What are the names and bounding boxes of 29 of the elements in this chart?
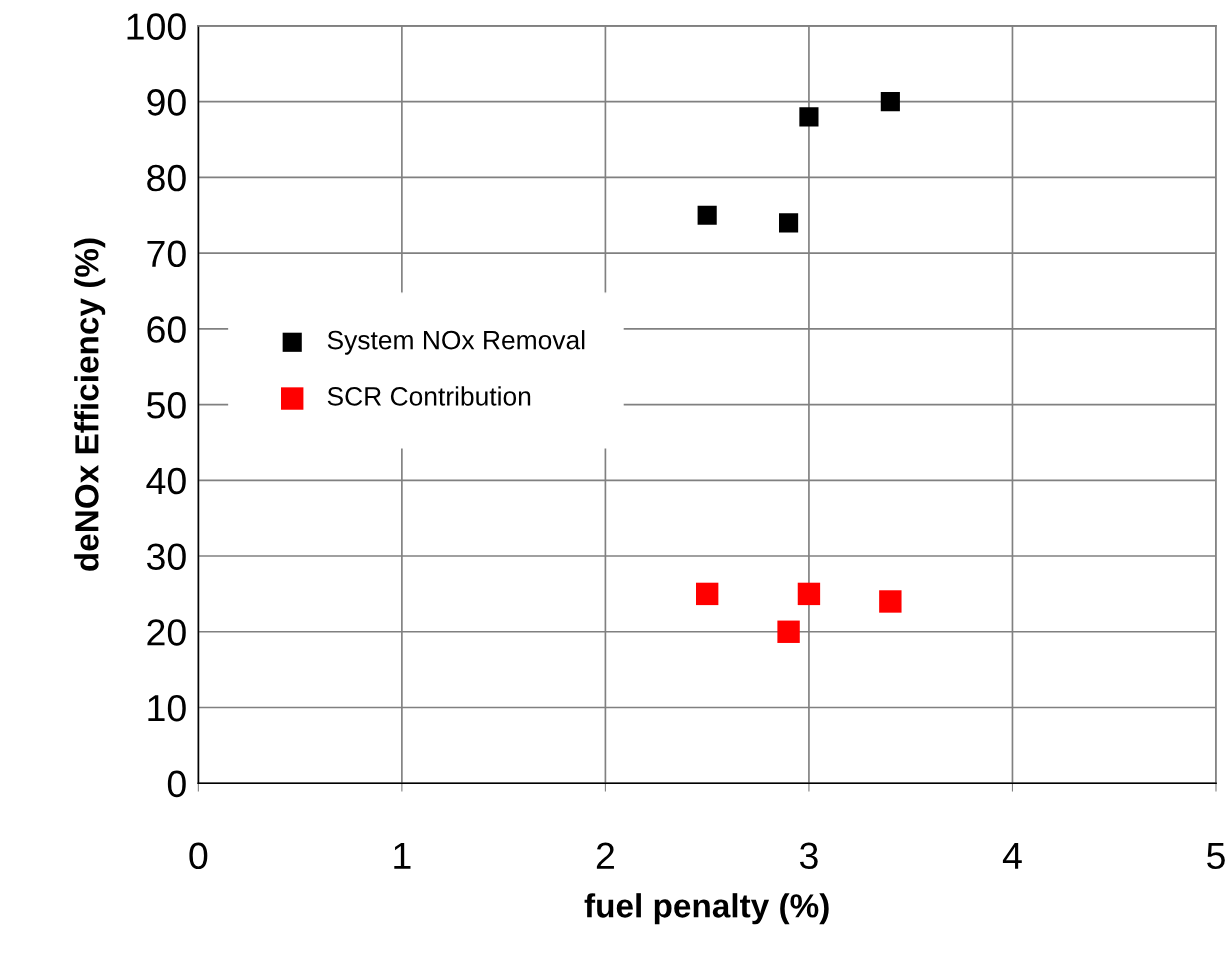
point	[880, 92, 900, 112]
y-tick-label: 70	[147, 240, 186, 268]
point	[697, 205, 717, 225]
y-tick-label: 100	[127, 13, 186, 40]
legend-label: SCR Contribution	[327, 386, 531, 406]
point	[695, 582, 719, 606]
point	[777, 620, 800, 643]
y-tick-label: 90	[147, 89, 186, 116]
y-axis-title: deNOx Efficiency (%)	[74, 238, 106, 571]
point	[779, 213, 799, 233]
x-tick-label: 5	[1207, 842, 1225, 870]
point	[799, 107, 819, 127]
y-tick-label: 10	[148, 694, 186, 722]
y-tick-label: 50	[147, 391, 186, 419]
legend-label: System NOx Removal	[327, 330, 585, 355]
x-tick-label: 0	[189, 842, 208, 870]
y-tick-label: 20	[147, 619, 186, 646]
point	[879, 590, 902, 613]
y-tick-label: 30	[146, 543, 186, 570]
point	[797, 582, 821, 606]
x-tick-label: 3	[799, 842, 818, 870]
x-tick-label: 2	[596, 842, 614, 869]
y-tick-label: 80	[147, 164, 186, 192]
x-axis-title: fuel penalty (%)	[584, 893, 829, 925]
x-tick-label: 4	[1002, 842, 1022, 869]
y-tick-label: 60	[147, 316, 186, 343]
x-tick-label: 1	[394, 842, 411, 869]
y-tick-label: 0	[167, 770, 186, 798]
y-tick-label: 40	[146, 467, 186, 495]
